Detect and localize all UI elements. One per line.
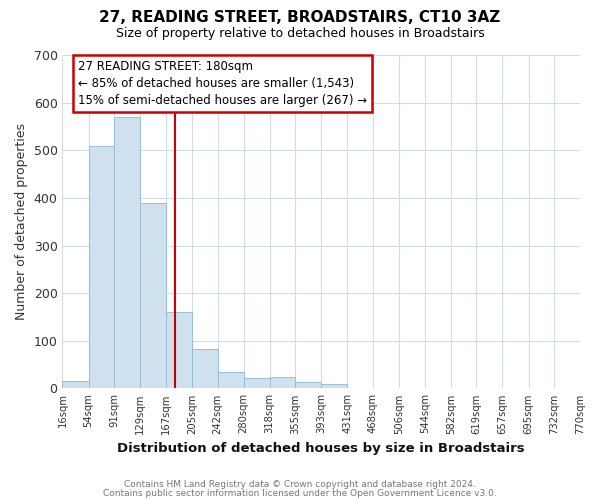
Text: Contains HM Land Registry data © Crown copyright and database right 2024.: Contains HM Land Registry data © Crown c… xyxy=(124,480,476,489)
Text: Size of property relative to detached houses in Broadstairs: Size of property relative to detached ho… xyxy=(116,28,484,40)
Bar xyxy=(166,312,192,388)
Y-axis label: Number of detached properties: Number of detached properties xyxy=(15,123,28,320)
Bar xyxy=(140,202,166,388)
Bar xyxy=(62,381,89,388)
Bar xyxy=(321,384,347,388)
Bar xyxy=(192,349,218,389)
Bar xyxy=(244,378,270,388)
Bar xyxy=(218,372,244,388)
Bar xyxy=(89,146,114,388)
Text: 27, READING STREET, BROADSTAIRS, CT10 3AZ: 27, READING STREET, BROADSTAIRS, CT10 3A… xyxy=(100,10,500,25)
Bar xyxy=(295,382,321,388)
Text: 27 READING STREET: 180sqm
← 85% of detached houses are smaller (1,543)
15% of se: 27 READING STREET: 180sqm ← 85% of detac… xyxy=(78,60,367,107)
Bar xyxy=(270,376,295,388)
X-axis label: Distribution of detached houses by size in Broadstairs: Distribution of detached houses by size … xyxy=(118,442,525,455)
Text: Contains public sector information licensed under the Open Government Licence v3: Contains public sector information licen… xyxy=(103,488,497,498)
Bar xyxy=(114,117,140,388)
